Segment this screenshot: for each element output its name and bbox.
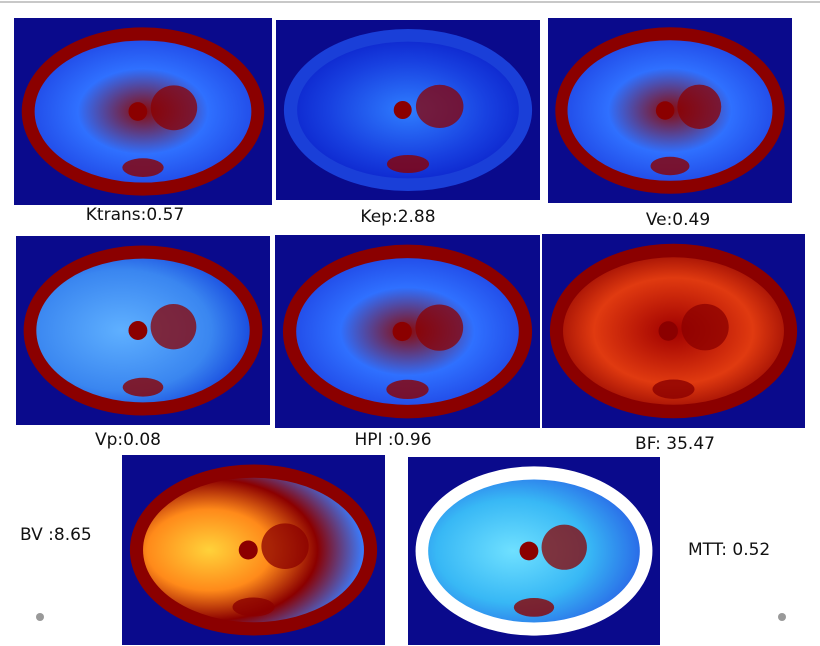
- spine: [386, 155, 430, 173]
- parameter-map: [14, 18, 272, 205]
- vessel: [238, 540, 258, 560]
- map-label: Vp:0.08: [95, 430, 161, 450]
- organ: [261, 523, 309, 569]
- parameter-map: [275, 235, 540, 428]
- map-label: BV :8.65: [20, 525, 92, 545]
- map-label: Ktrans:0.57: [86, 205, 184, 225]
- map-label: MTT: 0.52: [688, 540, 770, 560]
- bullet-dot: [36, 613, 44, 621]
- spine: [122, 158, 164, 177]
- map-label: HPI :0.96: [354, 430, 431, 450]
- organ: [150, 85, 198, 131]
- organ: [681, 303, 729, 351]
- organ: [677, 84, 722, 129]
- parameter-map: [16, 236, 270, 425]
- spine: [232, 597, 275, 617]
- parameter-map: [276, 20, 540, 200]
- vessel: [655, 101, 675, 120]
- spine: [652, 379, 695, 399]
- spine: [650, 156, 690, 176]
- parameter-map: [548, 18, 792, 203]
- parameter-map: [122, 455, 385, 645]
- map-label: Ve:0.49: [646, 210, 710, 230]
- vessel: [128, 102, 148, 121]
- map-label: BF: 35.47: [635, 434, 715, 454]
- vessel: [658, 321, 678, 341]
- organ: [150, 304, 197, 350]
- parameter-map: [408, 457, 660, 645]
- map-label: Kep:2.88: [360, 207, 435, 227]
- vessel: [392, 321, 412, 342]
- vessel: [393, 101, 412, 119]
- organ: [541, 524, 587, 570]
- vessel: [128, 321, 148, 340]
- spine: [513, 598, 555, 617]
- spine: [122, 377, 164, 397]
- spine: [386, 379, 429, 400]
- organ: [415, 84, 464, 128]
- parameter-map: [542, 234, 805, 428]
- organ: [415, 304, 464, 351]
- bullet-dot: [778, 613, 786, 621]
- vessel: [519, 541, 539, 561]
